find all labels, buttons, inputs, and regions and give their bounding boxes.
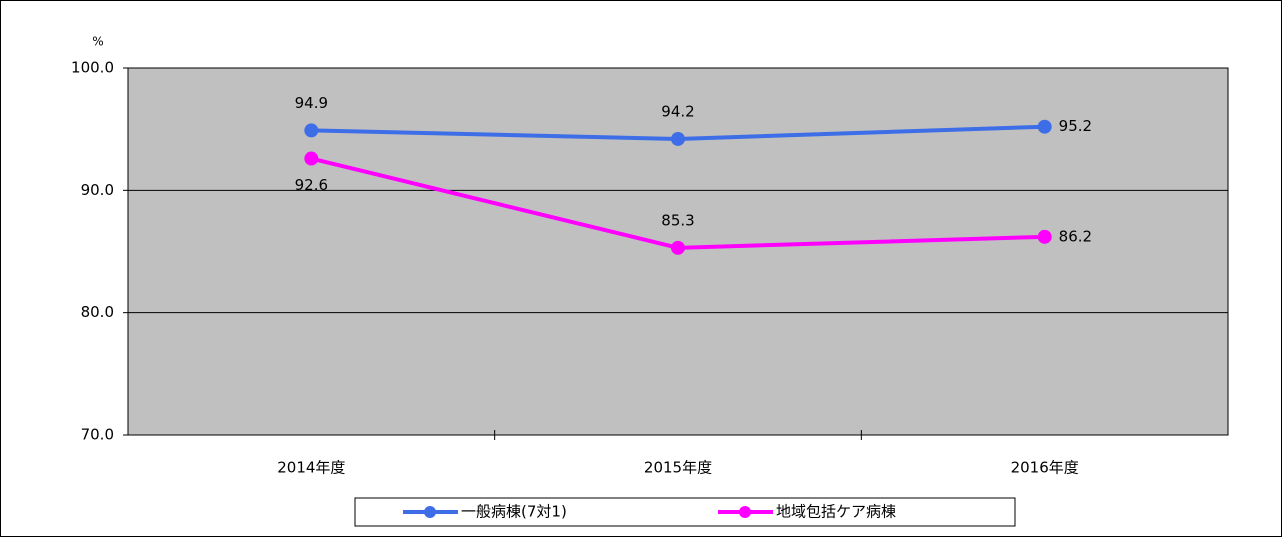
point (671, 131, 685, 146)
data-label: 95.2 (1059, 117, 1092, 135)
point (1037, 119, 1052, 134)
legend-marker (424, 506, 436, 518)
y-tick-label: 100.0 (71, 59, 114, 77)
x-tick-label: 2015年度 (644, 459, 712, 477)
point (304, 123, 319, 138)
point (671, 240, 685, 255)
point (304, 151, 319, 166)
data-label: 85.3 (661, 211, 694, 229)
data-label: 94.2 (661, 102, 694, 120)
legend-box (354, 497, 1016, 527)
x-tick-label: 2014年度 (277, 459, 345, 477)
data-label: 86.2 (1059, 227, 1092, 245)
legend-marker (739, 506, 751, 518)
y-tick-label: 80.0 (81, 303, 114, 321)
y-tick-label: 70.0 (81, 426, 114, 444)
y-unit: % (92, 35, 103, 49)
legend-label: 地域包括ケア病棟 (776, 503, 896, 521)
point (1037, 229, 1052, 244)
x-tick-label: 2016年度 (1011, 459, 1079, 477)
data-label: 94.9 (295, 94, 328, 112)
data-label: 92.6 (295, 176, 328, 194)
legend-label: 一般病棟(7対1) (461, 503, 567, 521)
y-tick-label: 90.0 (81, 181, 114, 199)
